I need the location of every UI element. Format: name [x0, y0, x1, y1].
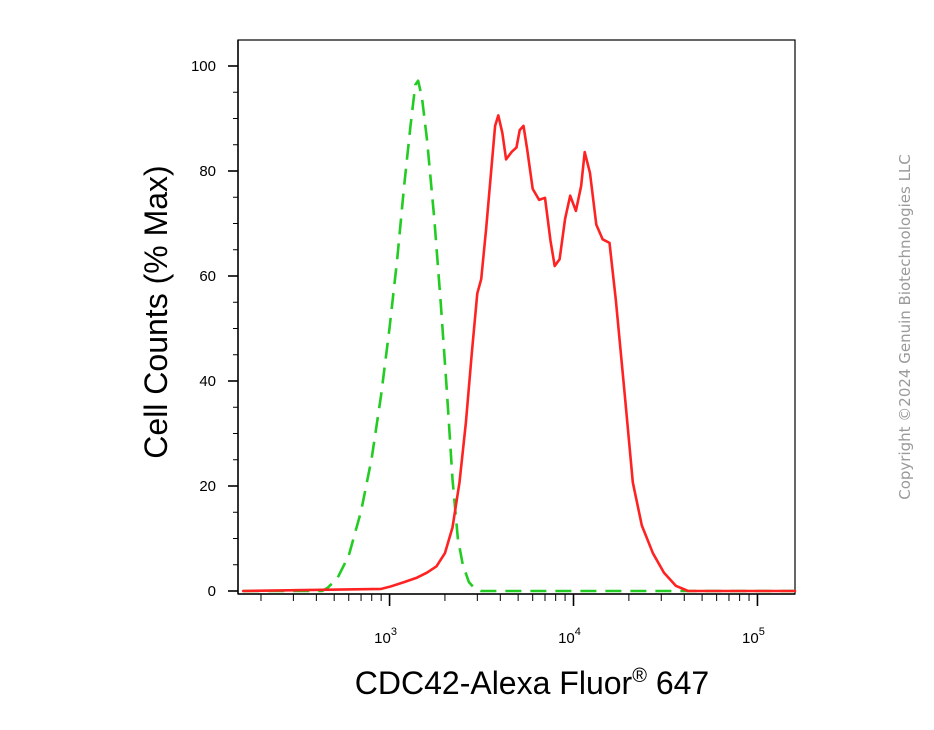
x-tick-base: 10 — [558, 630, 575, 647]
y-tick-label: 0 — [208, 583, 216, 600]
x-tick-base: 10 — [374, 630, 391, 647]
y-tick-label: 40 — [199, 373, 216, 390]
x-tick-base: 10 — [742, 630, 759, 647]
x-tick-exponent: 5 — [759, 626, 765, 638]
x-tick-exponent: 4 — [575, 626, 581, 638]
series-layer — [241, 79, 797, 593]
plot-frame — [237, 39, 796, 595]
x-tick-label: 103 — [374, 626, 397, 647]
sample-series-line — [241, 114, 797, 593]
copyright-watermark: Copyright ©2024 Genuin Biotechnologies L… — [896, 154, 914, 500]
y-tick-label: 20 — [199, 478, 216, 495]
control-series-line — [243, 79, 795, 593]
y-tick-label: 60 — [199, 268, 216, 285]
y-axis: 0 20 40 60 80 100 — [191, 40, 239, 600]
x-tick-label: 104 — [558, 626, 581, 647]
x-axis: 103 104 105 — [238, 593, 795, 647]
y-tick-label: 80 — [199, 163, 216, 180]
x-tick-label: 105 — [742, 626, 765, 647]
y-tick-label: 100 — [191, 58, 216, 75]
x-axis-label: CDC42-Alexa Fluor® 647 — [355, 665, 709, 701]
y-axis-label: Cell Counts (% Max) — [138, 165, 174, 458]
x-axis-label-main: CDC42-Alexa Fluor — [355, 665, 633, 701]
x-axis-label-suffix: 647 — [647, 665, 709, 701]
x-tick-exponent: 3 — [391, 626, 397, 638]
x-axis-label-superscript: ® — [632, 665, 647, 687]
